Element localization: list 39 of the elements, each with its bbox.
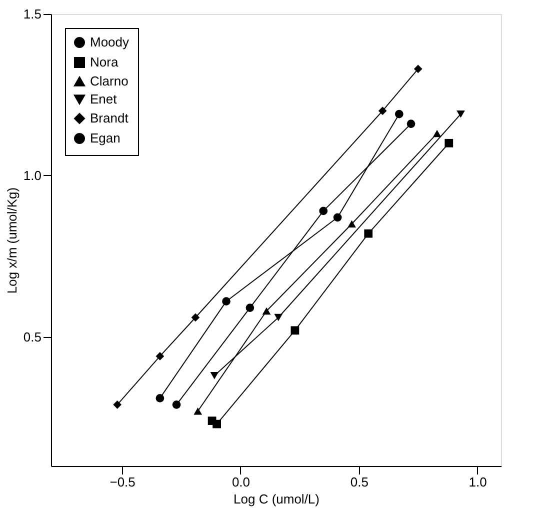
y-tick-label: 0.5: [23, 329, 42, 344]
x-tick-label: −0.5: [110, 474, 136, 490]
y-tick-label: 1.5: [23, 6, 42, 22]
point: [222, 297, 230, 306]
point: [156, 394, 164, 402]
point: [246, 304, 254, 312]
point: [210, 372, 219, 380]
point: [319, 206, 328, 216]
point: [194, 407, 202, 415]
x-tick-label: 1.0: [468, 474, 487, 490]
legend-label: Moody: [90, 34, 130, 50]
x-tick-label: 0.5: [350, 474, 368, 490]
point: [394, 110, 404, 118]
x-tick-label: 0.0: [232, 474, 250, 490]
point: [191, 313, 200, 322]
point: [348, 220, 356, 228]
legend-label: Clarno: [90, 74, 128, 88]
point: [212, 420, 221, 428]
point: [274, 314, 283, 322]
point: [456, 110, 465, 118]
legend-label: Brandt: [90, 110, 129, 126]
legend-label: Enet: [90, 92, 118, 106]
y-axis-title: Log x/m (umol/Kg): [4, 187, 20, 294]
point: [290, 326, 300, 335]
legend-label: Nora: [90, 54, 119, 70]
point: [444, 138, 454, 148]
point: [113, 400, 122, 409]
point: [432, 130, 442, 138]
point: [414, 64, 422, 74]
point: [172, 400, 181, 409]
x-axis-title: Log C (umol/L): [234, 492, 320, 506]
point: [333, 213, 342, 222]
y-tick-label: 1.0: [23, 168, 42, 183]
legend-label: Egan: [90, 130, 120, 146]
point: [262, 307, 271, 315]
point: [378, 106, 387, 116]
point: [406, 120, 416, 128]
point: [364, 229, 373, 238]
point: [156, 352, 164, 360]
